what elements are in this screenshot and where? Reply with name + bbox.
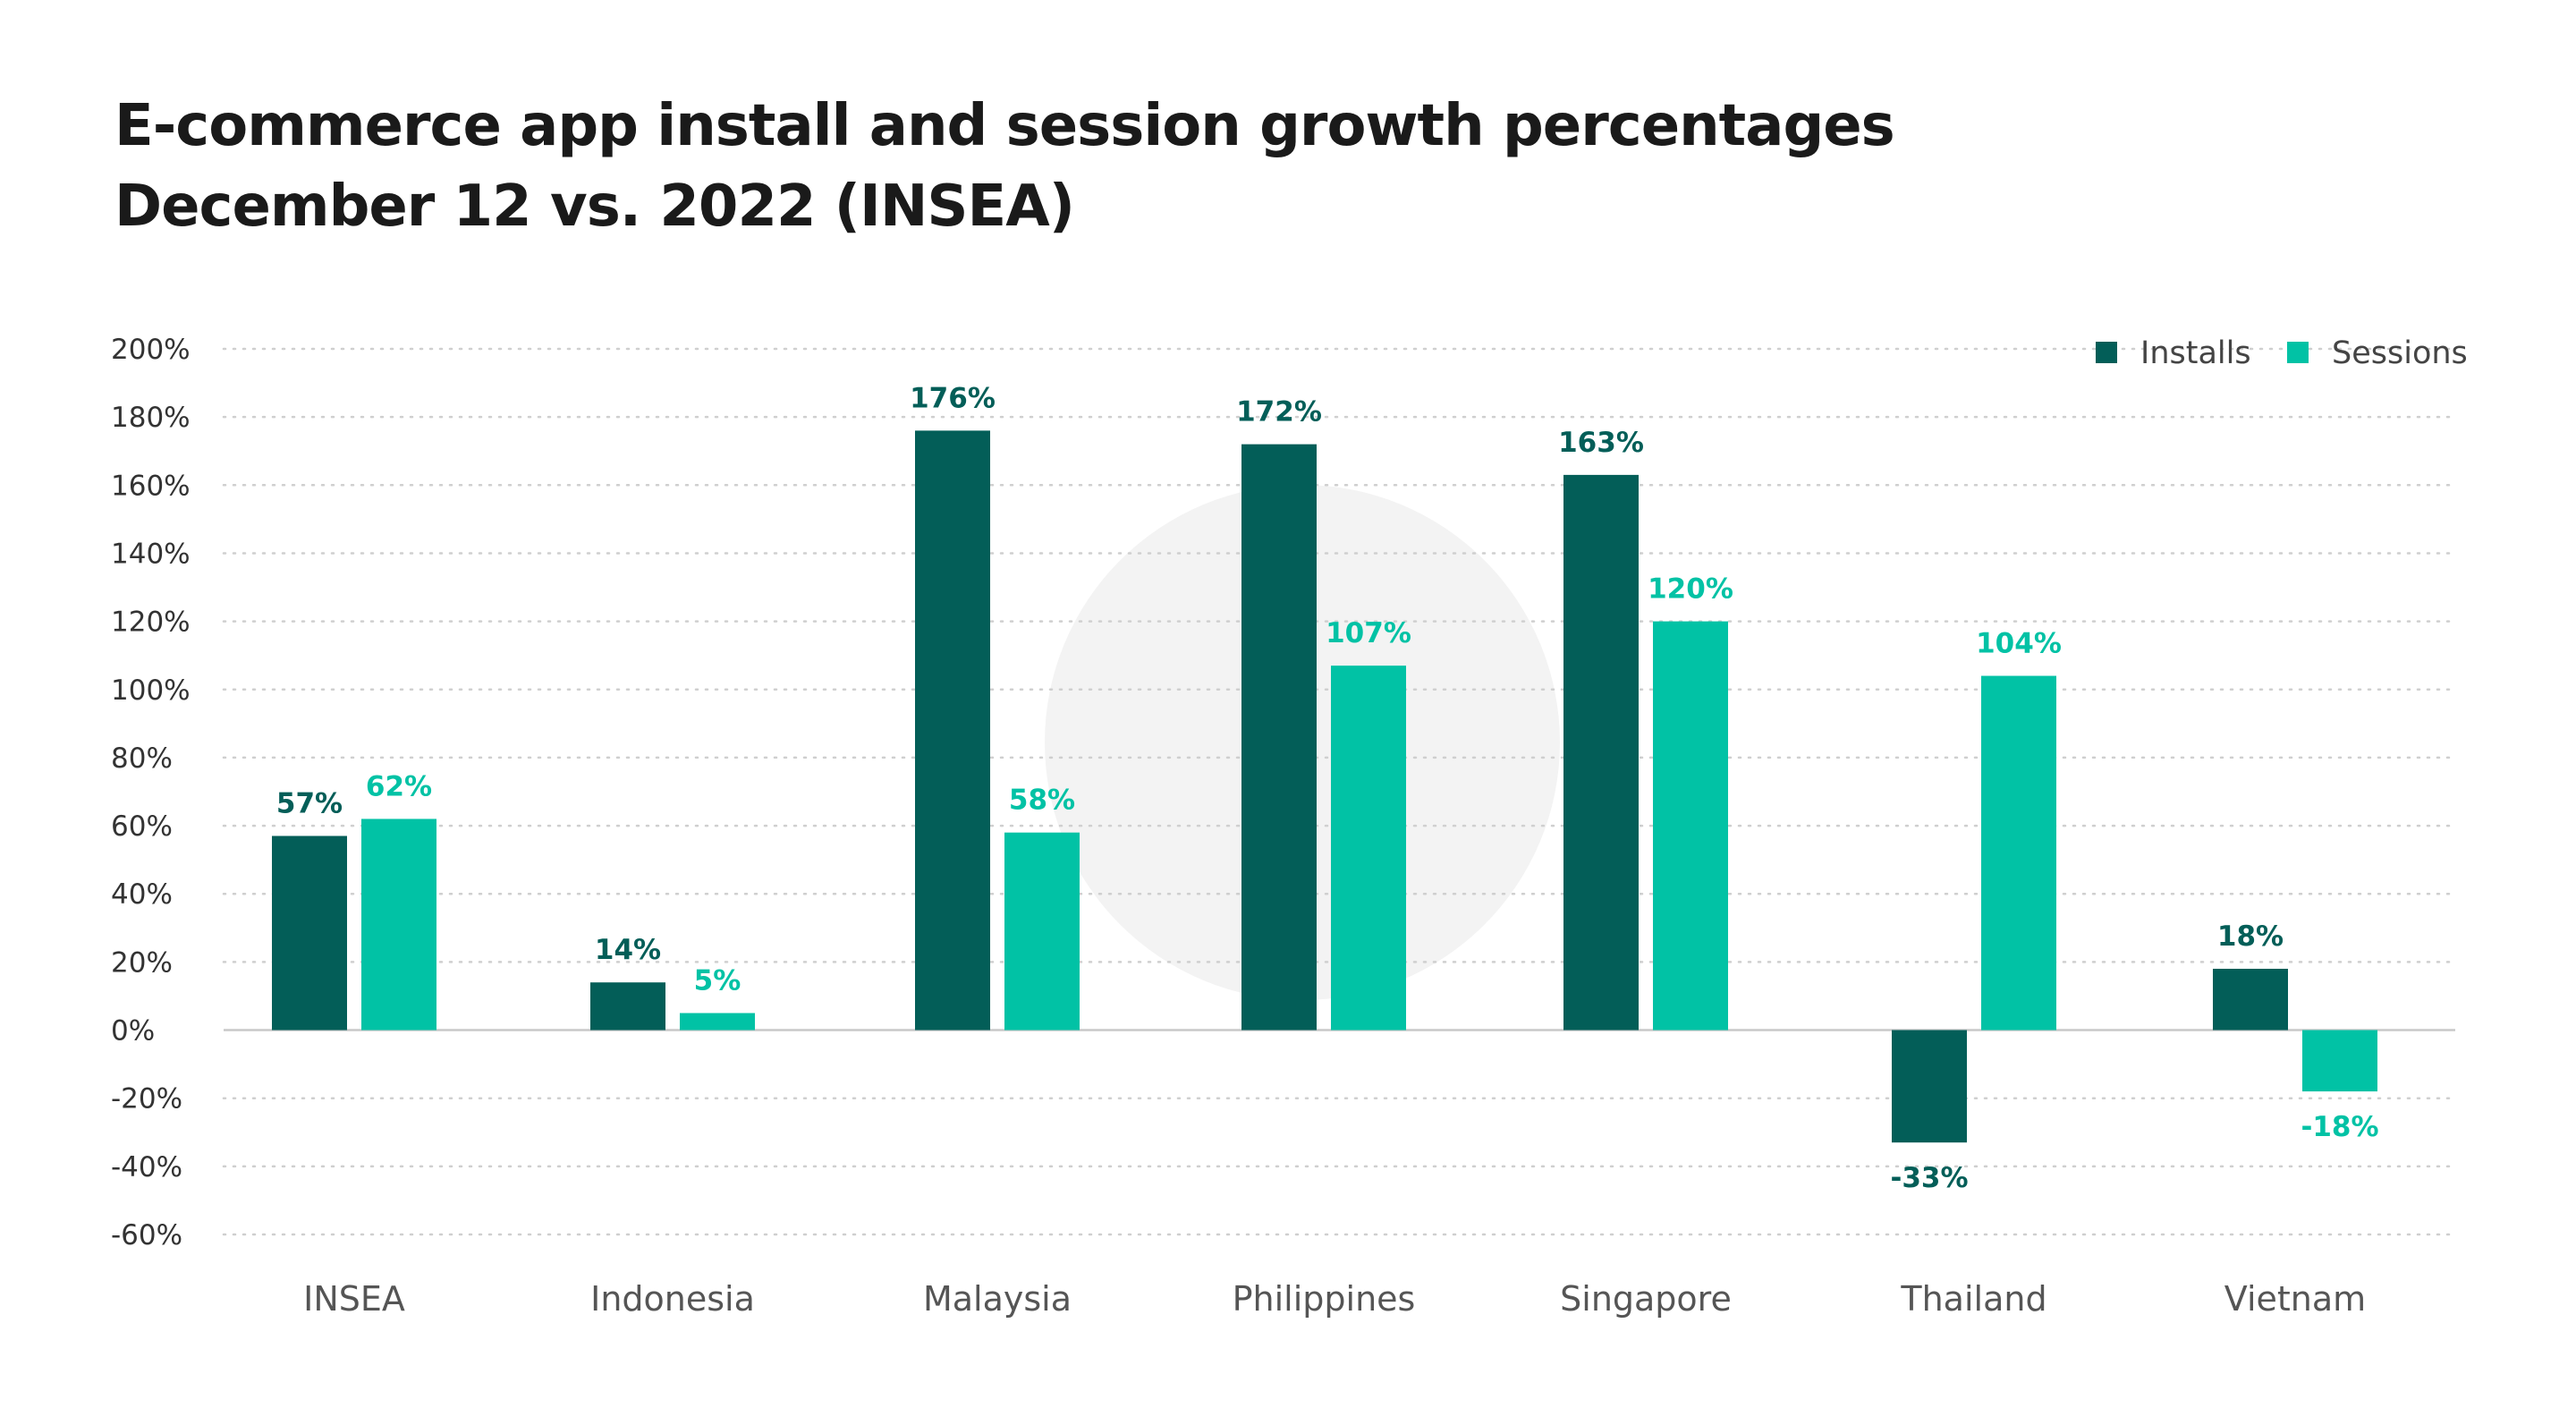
chart-title-line-1: E-commerce app install and session growt… [114, 93, 1895, 159]
y-tick-label: 100% [111, 674, 191, 707]
y-tick-label: -40% [111, 1151, 182, 1183]
data-label-sessions: 120% [1648, 573, 1733, 606]
bar-sessions [1004, 832, 1080, 1031]
chart-title-line-2: December 12 vs. 2022 (INSEA) [114, 174, 1075, 240]
bar-installs [2213, 969, 2288, 1031]
data-label-installs: 57% [276, 788, 343, 820]
bar-installs [272, 835, 347, 1031]
y-tick-label: 200% [111, 334, 191, 366]
data-label-sessions: 58% [1009, 785, 1075, 817]
y-tick-label: -60% [111, 1219, 182, 1251]
bar-sessions [361, 819, 436, 1031]
data-label-installs: 176% [910, 382, 996, 414]
y-tick-label: 180% [111, 402, 191, 434]
y-axis: 200% 180% 160% 140% 120% 100% 80% 60% 40% 20% 0% -2… [111, 334, 191, 1251]
value-labels: 57% 62% 14% 5% 176% 58% 172% 107% 163% 120% -33% 10… [276, 382, 2379, 1194]
y-tick-label: 40% [111, 878, 173, 911]
data-label-installs: 14% [595, 934, 661, 966]
bar-installs [1241, 444, 1317, 1031]
y-tick-label: 60% [111, 810, 173, 843]
x-tick-label: Singapore [1560, 1279, 1732, 1319]
x-tick-label: Thailand [1900, 1279, 2046, 1319]
legend-label-installs: Installs [2140, 335, 2251, 371]
x-tick-label: Philippines [1233, 1279, 1416, 1319]
bar-sessions [1653, 621, 1728, 1031]
y-tick-label: 20% [111, 946, 173, 979]
bar-sessions [1331, 666, 1406, 1031]
y-tick-label: 120% [111, 606, 191, 639]
data-label-sessions: 62% [366, 770, 432, 802]
bar-installs [1892, 1030, 1967, 1143]
bar-sessions [680, 1013, 755, 1031]
x-axis: INSEA Indonesia Malaysia Philippines Singapo… [303, 1279, 2366, 1319]
legend-label-sessions: Sessions [2332, 335, 2468, 371]
y-tick-label: 160% [111, 470, 191, 502]
x-tick-label: Indonesia [590, 1279, 755, 1319]
x-tick-label: Vietnam [2224, 1279, 2366, 1319]
data-label-sessions: 5% [694, 965, 741, 997]
y-tick-label: 0% [111, 1015, 155, 1048]
data-label-installs: 163% [1558, 427, 1644, 459]
bars [272, 430, 2377, 1143]
data-label-installs: 18% [2217, 920, 2284, 953]
bar-sessions [1981, 675, 2056, 1031]
data-label-installs: 172% [1236, 396, 1322, 428]
legend: Installs Sessions [2096, 335, 2468, 371]
data-label-installs: -33% [1890, 1162, 1968, 1194]
legend-swatch-sessions [2287, 342, 2309, 363]
x-tick-label: Malaysia [923, 1279, 1072, 1319]
y-tick-label: 140% [111, 538, 191, 570]
y-tick-label: -20% [111, 1083, 182, 1115]
bar-installs [915, 430, 990, 1031]
bar-sessions [2302, 1030, 2377, 1092]
y-tick-label: 80% [111, 742, 173, 775]
data-label-sessions: 107% [1326, 617, 1411, 649]
data-label-sessions: -18% [2301, 1111, 2378, 1143]
bar-installs [590, 982, 665, 1031]
legend-swatch-installs [2096, 342, 2117, 363]
chart-title: E-commerce app install and session growt… [114, 86, 1895, 247]
data-label-sessions: 104% [1976, 628, 2062, 660]
bar-installs [1563, 474, 1639, 1031]
x-tick-label: INSEA [303, 1279, 405, 1319]
